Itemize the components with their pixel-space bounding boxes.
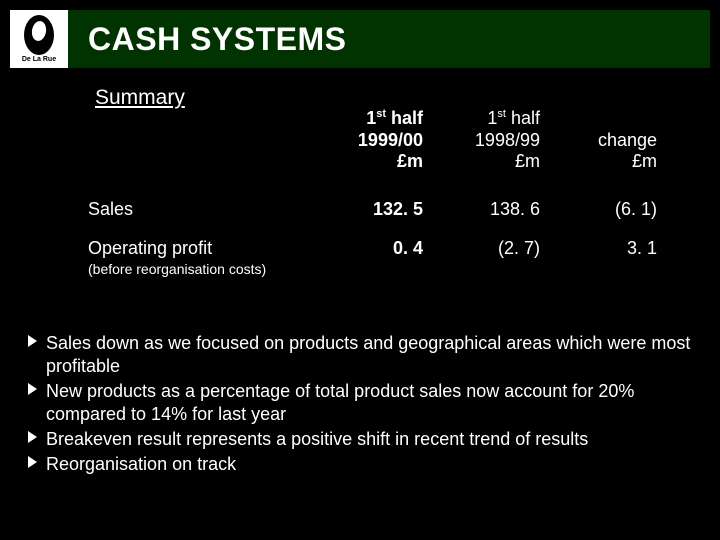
page-title: CASH SYSTEMS — [88, 21, 346, 58]
logo-icon — [24, 15, 54, 55]
logo-text: De La Rue — [22, 56, 56, 63]
cell: 132. 5 — [306, 199, 423, 220]
col-header-3: change £m — [540, 108, 657, 181]
cell: 138. 6 — [423, 199, 540, 220]
company-logo: De La Rue — [10, 10, 68, 68]
table-row: Sales 132. 5 138. 6 (6. 1) — [88, 199, 658, 220]
bullet-icon — [28, 383, 37, 395]
cell: 0. 4 — [306, 238, 423, 259]
cell: 3. 1 — [540, 238, 657, 259]
bullet-text: New products as a percentage of total pr… — [46, 381, 634, 424]
bullet-text: Breakeven result represents a positive s… — [46, 429, 588, 449]
list-item: Reorganisation on track — [28, 453, 692, 476]
bullet-icon — [28, 335, 37, 347]
bullet-text: Reorganisation on track — [46, 454, 236, 474]
row-label: Operating profit (before reorganisation … — [88, 238, 306, 277]
list-item: New products as a percentage of total pr… — [28, 380, 692, 426]
bullet-list: Sales down as we focused on products and… — [28, 332, 692, 478]
cell: (2. 7) — [423, 238, 540, 259]
bullet-icon — [28, 456, 37, 468]
subtitle: Summary — [95, 86, 185, 110]
bullet-text: Sales down as we focused on products and… — [46, 333, 690, 376]
col-header-2: 1st half 1998/99 £m — [423, 108, 540, 181]
row-label: Sales — [88, 199, 306, 220]
slide: De La Rue CASH SYSTEMS Summary 1st half … — [0, 0, 720, 540]
list-item: Sales down as we focused on products and… — [28, 332, 692, 378]
row-subnote: (before reorganisation costs) — [88, 261, 306, 277]
table-row: Operating profit (before reorganisation … — [88, 238, 658, 277]
title-bar: De La Rue CASH SYSTEMS — [10, 10, 710, 68]
cell: (6. 1) — [540, 199, 657, 220]
list-item: Breakeven result represents a positive s… — [28, 428, 692, 451]
bullet-icon — [28, 431, 37, 443]
table-header-row: 1st half 1999/00 £m 1st half 1998/99 £m … — [88, 108, 658, 181]
col-header-1: 1st half 1999/00 £m — [306, 108, 423, 181]
summary-table: 1st half 1999/00 £m 1st half 1998/99 £m … — [88, 108, 658, 277]
